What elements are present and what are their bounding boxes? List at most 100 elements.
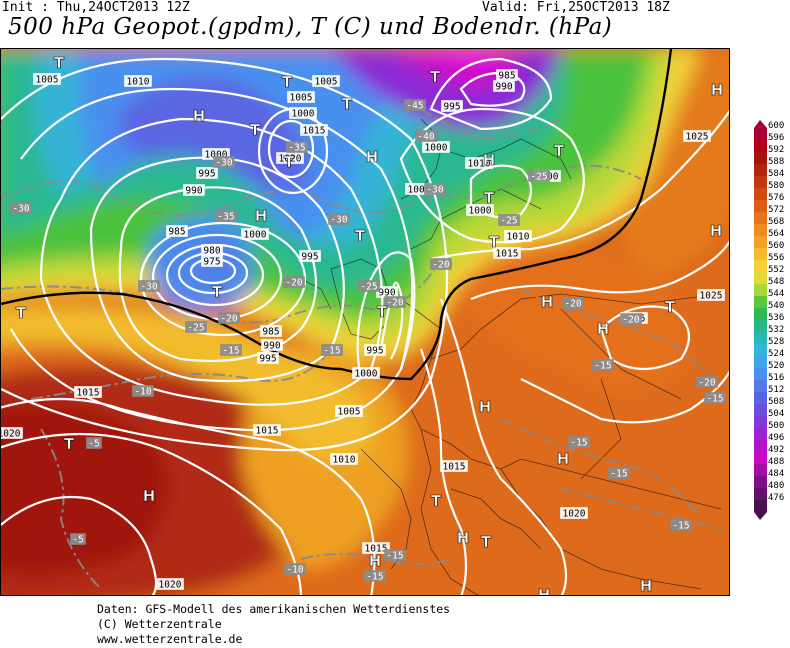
label-box [415, 130, 437, 142]
legend-step: 568 [752, 217, 790, 236]
legend-swatch [754, 284, 767, 296]
high-pressure-marker: H [711, 81, 724, 99]
label-text: 990 [378, 288, 395, 299]
legend-swatch [754, 140, 767, 152]
isobar-label: 995 [257, 352, 279, 365]
label-text: 1020 [1, 429, 21, 440]
isobar-label: 1005 [335, 405, 363, 418]
legend-swatch [754, 392, 767, 404]
label-text: 980 [203, 246, 220, 257]
isotherm-label: -40 [415, 130, 437, 143]
label-text: 995 [259, 354, 276, 365]
isotherm-label: -25 [498, 214, 520, 227]
isotherm-label: -30 [424, 183, 446, 196]
label-box [132, 385, 154, 397]
legend-label: 600 [768, 121, 785, 131]
label-text: -45 [406, 101, 423, 112]
label-box [218, 312, 240, 324]
label-text: -25 [187, 323, 204, 334]
label-text: -25 [530, 172, 547, 183]
isotherm-label: -5 [86, 437, 102, 450]
high-pressure-marker: H [597, 320, 610, 338]
label-box [300, 124, 328, 136]
label-text: 1015 [443, 462, 466, 473]
label-box [321, 344, 343, 356]
label-box [70, 533, 86, 545]
reference-isohypse [1, 49, 673, 381]
label-box [312, 75, 340, 87]
legend-step: 588 [752, 157, 790, 176]
legend-step: 564 [752, 229, 790, 248]
legend-label: 484 [768, 469, 785, 479]
isobar-label: 1025 [697, 289, 725, 302]
label-text: 1020 [159, 580, 182, 591]
label-text: 995 [301, 252, 318, 263]
label-box [10, 202, 32, 214]
label-box [424, 183, 446, 195]
label-box [592, 359, 614, 371]
label-text: 1015 [496, 249, 519, 260]
label-box [74, 386, 102, 398]
isobar-label: 1015 [440, 460, 468, 473]
legend-swatch [754, 128, 767, 140]
label-text: -15 [386, 551, 403, 562]
isotherm-label: -30 [10, 202, 32, 215]
legend-step: 492 [752, 445, 790, 464]
label-text: -40 [417, 132, 434, 143]
legend-step: 536 [752, 313, 790, 332]
geopotential-color-field [1, 49, 729, 595]
legend-step: 532 [752, 325, 790, 344]
legend-swatch [754, 344, 767, 356]
high-pressure-marker: H [541, 293, 554, 311]
label-text: 1000 [425, 143, 448, 154]
label-box [287, 91, 315, 103]
label-box [430, 258, 452, 270]
label-text: 990 [495, 82, 512, 93]
isotherm-label: -20 [283, 276, 305, 289]
legend-swatch [754, 500, 767, 512]
high-pressure-marker: H [557, 450, 570, 468]
label-text: -20 [432, 260, 449, 271]
page-title: 500 hPa Geopot.(gpdm), T (C) und Bodendr… [8, 14, 613, 40]
label-box [185, 321, 207, 333]
legend-swatch [754, 464, 767, 476]
isobar-label: 1015 [300, 124, 328, 137]
legend-swatch [754, 152, 767, 164]
isobar-label: 975 [201, 255, 223, 268]
legend-swatch [754, 404, 767, 416]
legend-label: 592 [768, 145, 785, 155]
label-text: 1005 [290, 93, 313, 104]
isotherm-label: -20 [218, 312, 240, 325]
label-text: 985 [498, 71, 515, 82]
isotherm-label: -10 [132, 385, 154, 398]
legend-swatch [754, 332, 767, 344]
label-box [156, 578, 184, 590]
legend-label: 492 [768, 445, 785, 455]
label-text: 1015 [365, 544, 388, 555]
label-box [493, 80, 515, 92]
legend-swatch [754, 416, 767, 428]
legend-swatch [754, 452, 767, 464]
low-pressure-marker: T [665, 298, 676, 316]
isobar-label: 990 [493, 80, 515, 93]
legend-swatch [754, 440, 767, 452]
legend-step: 504 [752, 409, 790, 428]
legend-label: 552 [768, 265, 785, 275]
legend-step: 556 [752, 253, 790, 272]
legend-swatch [754, 296, 767, 308]
legend-step: 508 [752, 397, 790, 416]
isotherm-label: -30 [213, 156, 235, 169]
label-text: -15 [706, 394, 723, 405]
high-pressure-marker: H [479, 398, 492, 416]
label-text: 1025 [700, 291, 723, 302]
legend-swatch [754, 188, 767, 200]
high-pressure-marker: H [255, 207, 268, 225]
isotherm-label: -15 [384, 549, 406, 562]
legend-swatch [754, 380, 767, 392]
label-text: -15 [570, 438, 587, 449]
isobar-label: 995 [364, 344, 386, 357]
label-box [441, 100, 463, 112]
label-text: 1010 [468, 159, 491, 170]
legend-swatch [754, 236, 767, 248]
label-text: 1005 [408, 185, 431, 196]
